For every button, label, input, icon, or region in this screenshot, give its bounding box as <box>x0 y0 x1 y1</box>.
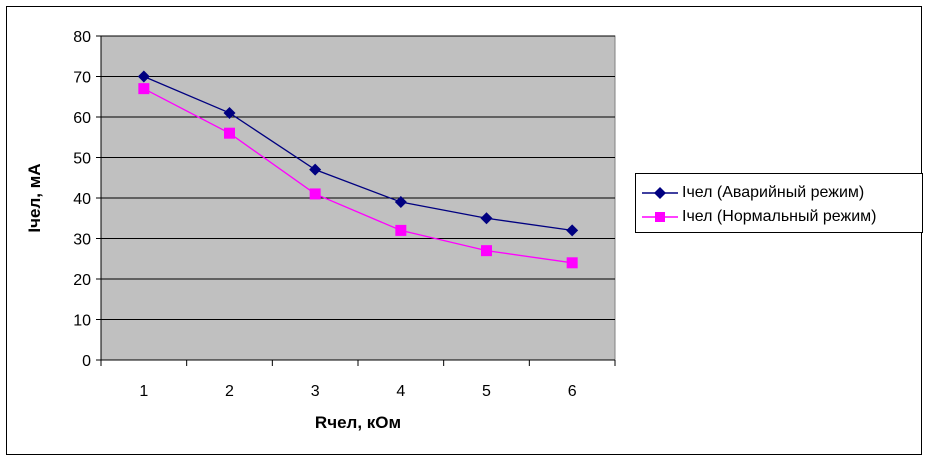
data-point <box>480 212 493 225</box>
data-point <box>566 257 578 269</box>
y-tick-label: 70 <box>73 70 91 87</box>
data-point <box>394 196 407 209</box>
x-tick-label: 5 <box>482 383 491 400</box>
y-tick-label: 40 <box>73 191 91 208</box>
x-tick-label: 6 <box>568 383 577 400</box>
series-layer <box>137 70 579 269</box>
data-point <box>309 188 321 200</box>
series-line <box>143 75 573 232</box>
data-point <box>224 127 235 139</box>
legend-label-emergency: Iчел (Аварийный режим) <box>682 184 865 201</box>
data-point <box>481 245 492 257</box>
series-line <box>143 88 573 264</box>
data-point <box>395 224 407 236</box>
data-point <box>309 163 322 176</box>
series-normal <box>138 83 578 269</box>
legend: Iчел (Аварийный режим) Iчел (Нормальный … <box>635 173 923 233</box>
y-tick-label: 60 <box>73 110 91 127</box>
legend-item-normal: Iчел (Нормальный режим) <box>642 206 876 228</box>
legend-swatch-emergency <box>642 182 678 204</box>
x-axis-title: Rчел, кОм <box>315 413 401 432</box>
data-point <box>137 70 150 83</box>
data-point <box>223 106 236 119</box>
x-tick-label: 4 <box>396 383 405 400</box>
legend-item-emergency: Iчел (Аварийный режим) <box>642 182 864 204</box>
legend-label-normal: Iчел (Нормальный режим) <box>682 208 877 225</box>
x-tick-label: 3 <box>311 383 320 400</box>
x-tick-label: 1 <box>139 383 148 400</box>
legend-swatch-normal <box>642 206 678 228</box>
y-tick-label: 50 <box>73 151 91 168</box>
chart-frame: 0 10 20 30 40 50 60 70 80 1 2 3 4 5 6 Rчел, кОм Iчел, … <box>6 6 923 455</box>
y-tick-label: 0 <box>82 353 91 370</box>
data-point <box>138 83 150 95</box>
y-axis-title: Iчел, мА <box>25 163 44 232</box>
y-tick-label: 30 <box>73 232 91 249</box>
x-tick-label: 2 <box>225 383 234 400</box>
y-tick-label: 10 <box>73 313 91 330</box>
gridlines <box>101 35 615 320</box>
y-tick-label: 80 <box>73 29 91 46</box>
series-emergency <box>137 70 579 237</box>
axes: 0 10 20 30 40 50 60 70 80 1 2 3 4 5 6 <box>73 29 616 400</box>
line-chart: 0 10 20 30 40 50 60 70 80 1 2 3 4 5 6 Rчел, кОм Iчел, … <box>25 29 616 432</box>
data-point <box>566 224 579 237</box>
y-tick-label: 20 <box>73 272 91 289</box>
